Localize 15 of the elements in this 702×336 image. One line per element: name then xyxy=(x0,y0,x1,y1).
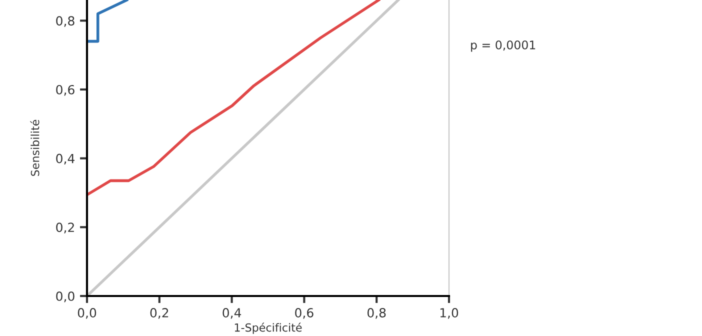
x-axis-title: 1-Spécificité xyxy=(234,322,302,334)
y-tick-label: 0,0 xyxy=(56,291,74,302)
y-tick-label: 0,8 xyxy=(56,16,74,27)
line-series xyxy=(87,0,380,196)
y-tick-label: 0,2 xyxy=(56,222,74,234)
x-tick-label: 0,6 xyxy=(295,308,314,319)
y-axis-title: Sensibilité xyxy=(30,120,40,176)
x-tick-label: 0,4 xyxy=(222,308,242,319)
x-tick-label: 1,0 xyxy=(440,308,458,319)
y-tick-label: 0,4 xyxy=(56,154,74,165)
x-tick-label: 0,2 xyxy=(150,308,168,319)
text: p = 0,0001 xyxy=(471,40,536,52)
x-tick-label: 0,0 xyxy=(78,308,96,319)
y-tick-label: 0,6 xyxy=(56,84,74,96)
x-tick-label: 0,8 xyxy=(367,308,386,319)
